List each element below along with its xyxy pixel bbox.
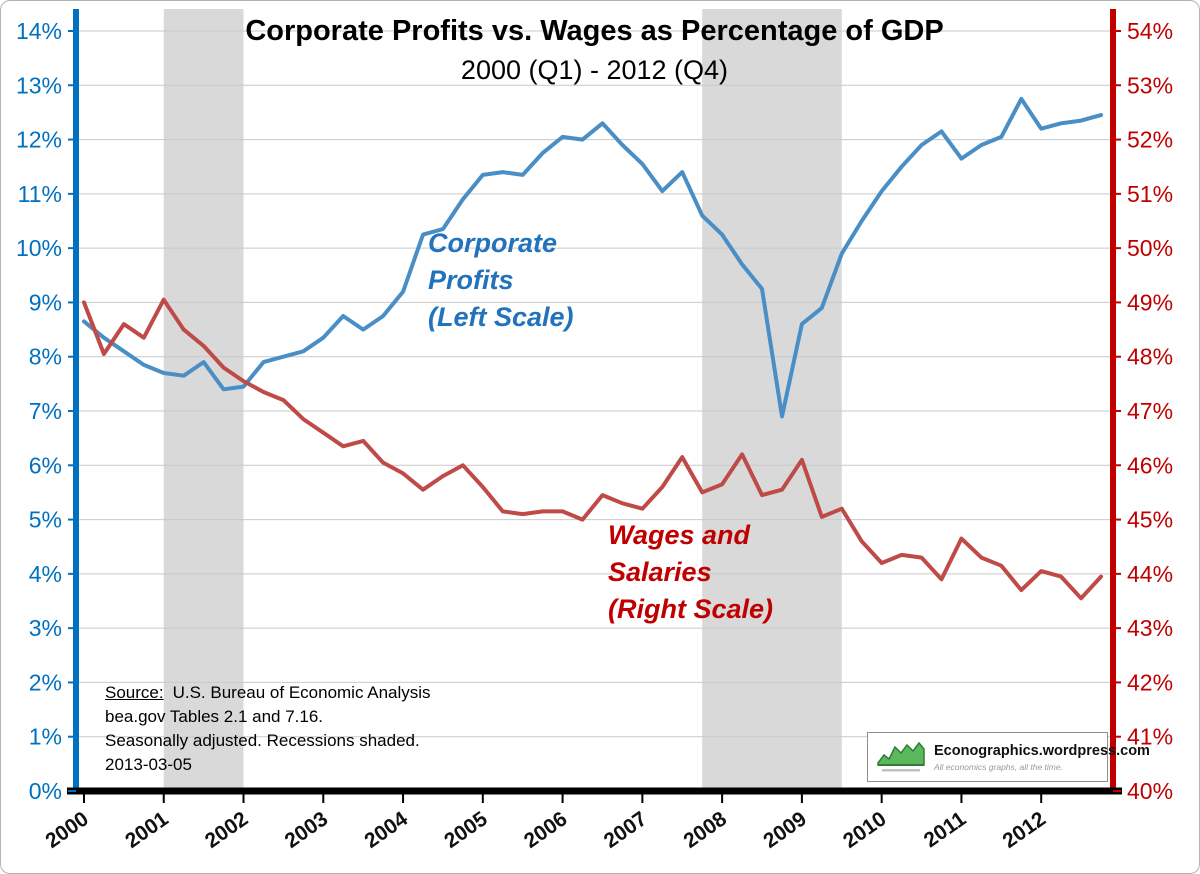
right-axis-tick-label: 44%: [1127, 561, 1173, 587]
recession-band: [163, 9, 244, 791]
logo-brand: Econographics.wordpress.com: [934, 742, 1150, 759]
corporate-profits-label-line2: Profits: [428, 265, 514, 295]
logo-tagline: All economics graphs, all the time.: [934, 761, 1063, 772]
corporate-profits-line: [82, 96, 1103, 419]
left-axis-tick-label: 9%: [29, 289, 62, 315]
chart-title: Corporate Profits vs. Wages as Percentag…: [245, 15, 944, 47]
left-axis-tick-label: 12%: [16, 127, 62, 153]
wages-label-line2: Salaries: [608, 557, 712, 587]
econographics-logo: Econographics.wordpress.com All economic…: [867, 732, 1150, 782]
wages-label-line1: Wages and: [608, 520, 751, 550]
source-line-3: Seasonally adjusted. Recessions shaded.: [105, 731, 420, 750]
left-axis-tick-label: 8%: [29, 344, 62, 370]
left-axis-tick-label: 14%: [16, 18, 62, 44]
source-date: 2013-03-05: [105, 755, 192, 774]
x-axis-tick-label: 2012: [999, 807, 1050, 853]
right-axis-tick-label: 49%: [1127, 289, 1173, 315]
left-axis-tick-label: 2%: [29, 669, 62, 695]
left-axis-tick-label: 4%: [29, 561, 62, 587]
x-axis-tick-label: 2007: [600, 807, 651, 853]
left-axis-tick-label: 10%: [16, 235, 62, 261]
x-axis-tick-label: 2000: [41, 807, 92, 853]
source-text: U.S. Bureau of Economic Analysis: [172, 683, 431, 702]
right-axis-tick-label: 50%: [1127, 235, 1173, 261]
left-axis-tick-label: 1%: [29, 724, 62, 750]
x-axis-tick-label: 2006: [520, 807, 571, 853]
right-axis-tick-label: 43%: [1127, 615, 1173, 641]
left-axis-tick-label: 11%: [18, 181, 62, 207]
x-axis-tick-label: 2008: [680, 807, 732, 853]
source-label: Source:: [105, 683, 164, 702]
left-axis-tick-label: 3%: [29, 615, 62, 641]
right-axis-tick-label: 45%: [1127, 507, 1173, 533]
recession-band: [702, 9, 842, 791]
left-axis-tick-label: 6%: [29, 452, 62, 478]
right-axis-tick-label: 51%: [1127, 181, 1173, 207]
corporate-profits-label-line3: (Left Scale): [428, 302, 574, 332]
logo-text-block: Econographics.wordpress.com All economic…: [934, 743, 1150, 772]
x-axis-tick-label: 2002: [201, 807, 252, 853]
corporate-profits-series-label: Corporate Profits (Left Scale): [428, 225, 574, 336]
right-axis-tick-label: 46%: [1127, 452, 1173, 478]
wages-series-label: Wages and Salaries (Right Scale): [608, 517, 773, 628]
x-axis-tick-label: 2009: [759, 807, 810, 853]
source-note: Source: U.S. Bureau of Economic Analysis …: [105, 681, 431, 777]
right-axis-tick-label: 47%: [1127, 398, 1173, 424]
x-axis-tick-label: 2004: [360, 807, 412, 853]
right-axis-tick-label: 54%: [1127, 18, 1173, 44]
source-line-2: bea.gov Tables 2.1 and 7.16.: [105, 707, 324, 726]
chart-subtitle: 2000 (Q1) - 2012 (Q4): [460, 55, 729, 85]
x-axis-tick-label: 2003: [281, 807, 332, 853]
source-line-1: Source: U.S. Bureau of Economic Analysis: [105, 681, 431, 705]
x-axis-tick-label: 2005: [440, 807, 492, 853]
right-axis-tick-label: 42%: [1127, 669, 1173, 695]
left-axis-tick-label: 7%: [29, 398, 62, 424]
x-axis-tick-label: 2011: [920, 807, 971, 852]
left-axis-tick-label: 5%: [29, 507, 62, 533]
econographics-logo-icon: [876, 738, 926, 776]
right-axis-tick-label: 52%: [1127, 127, 1173, 153]
right-axis-tick-label: 41%: [1127, 724, 1173, 750]
corporate-profits-label-line1: Corporate: [428, 228, 558, 258]
right-axis-tick-label: 53%: [1127, 72, 1173, 98]
left-axis-tick-label: 0%: [29, 778, 62, 804]
right-axis-tick-label: 48%: [1127, 344, 1173, 370]
left-axis-tick-label: 13%: [16, 72, 62, 98]
right-axis-tick-label: 40%: [1127, 778, 1173, 804]
wages-label-line3: (Right Scale): [608, 594, 774, 624]
x-axis-tick-label: 2010: [839, 807, 890, 853]
x-axis-tick-label: 2001: [121, 807, 173, 853]
wages-salaries-line: [82, 297, 1103, 601]
